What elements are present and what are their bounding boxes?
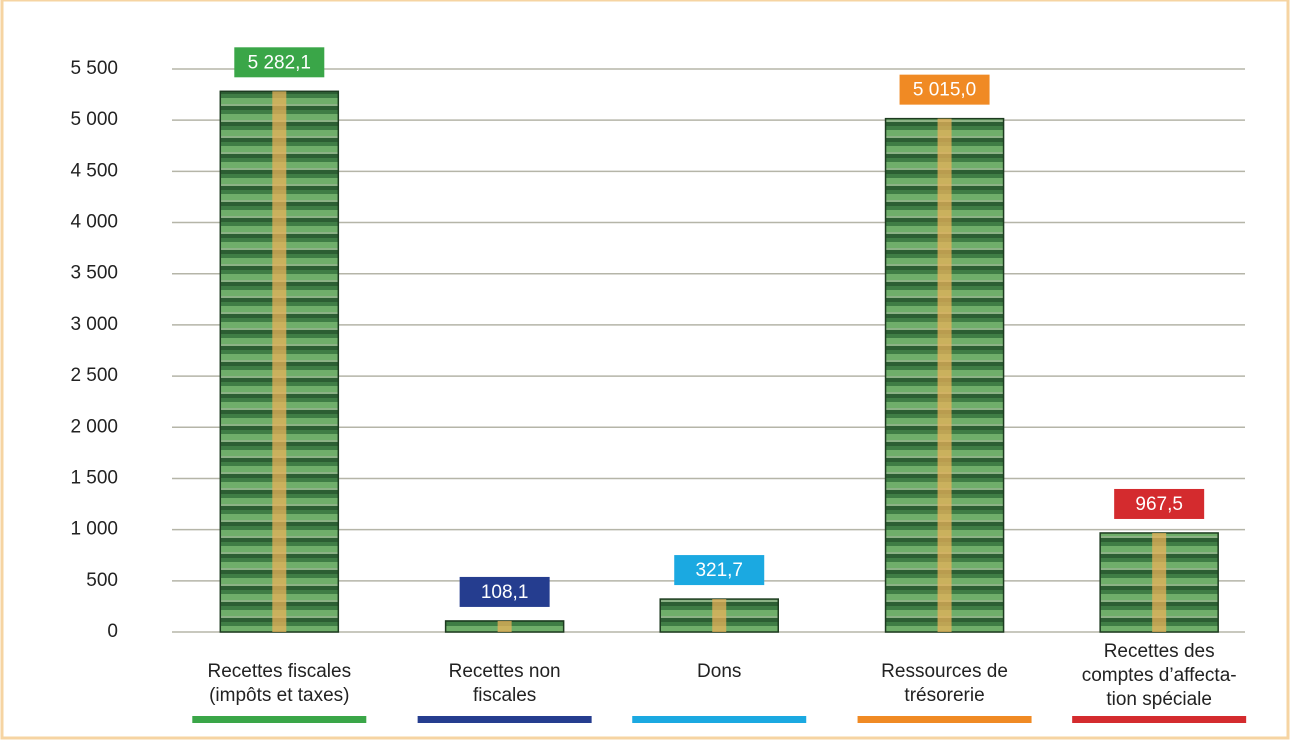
value-label: 5 015,0: [913, 80, 976, 101]
bar-band: [497, 620, 512, 632]
value-label-box: [674, 555, 765, 586]
x-tick-label: Recettes non fiscales: [448, 661, 561, 706]
y-tick-label: 2 500: [70, 365, 118, 386]
bar-band: [272, 91, 287, 632]
value-label: 5 282,1: [248, 52, 311, 73]
x-tick-label: Dons: [697, 661, 742, 682]
x-tick-label: Recettes des comptes d’affecta-tion spéc…: [1081, 641, 1237, 710]
y-tick-label: 500: [86, 570, 118, 591]
value-label-box: [459, 576, 550, 607]
value-label-box: [234, 47, 325, 78]
y-tick-label: 3 500: [70, 263, 118, 284]
bar-band: [1152, 532, 1167, 632]
category-underline: [1072, 716, 1247, 723]
y-tick-label: 2 000: [70, 416, 118, 437]
y-tick-label: 4 000: [70, 212, 118, 233]
category-underline: [857, 716, 1032, 723]
category-underline: [632, 716, 807, 723]
value-label-box: [1114, 488, 1205, 519]
y-tick-label: 0: [107, 621, 118, 642]
value-label-box: [899, 74, 990, 105]
x-tick-label: Recettes fiscales (impôts et taxes): [207, 661, 352, 706]
y-tick-label: 5 500: [70, 58, 118, 79]
category-underline: [192, 716, 367, 723]
y-tick-label: 1 500: [70, 467, 118, 488]
value-label: 321,7: [695, 560, 743, 581]
category-underline: [417, 716, 592, 723]
value-label: 967,5: [1135, 494, 1183, 515]
x-tick-label: Ressources de trésorerie: [881, 661, 1008, 706]
y-tick-label: 3 000: [70, 314, 118, 335]
y-tick-label: 4 500: [70, 160, 118, 181]
y-tick-label: 1 000: [70, 519, 118, 540]
bar-band: [937, 118, 952, 632]
bar-band: [712, 599, 727, 632]
y-tick-label: 5 000: [70, 109, 118, 130]
value-label: 108,1: [481, 582, 529, 603]
